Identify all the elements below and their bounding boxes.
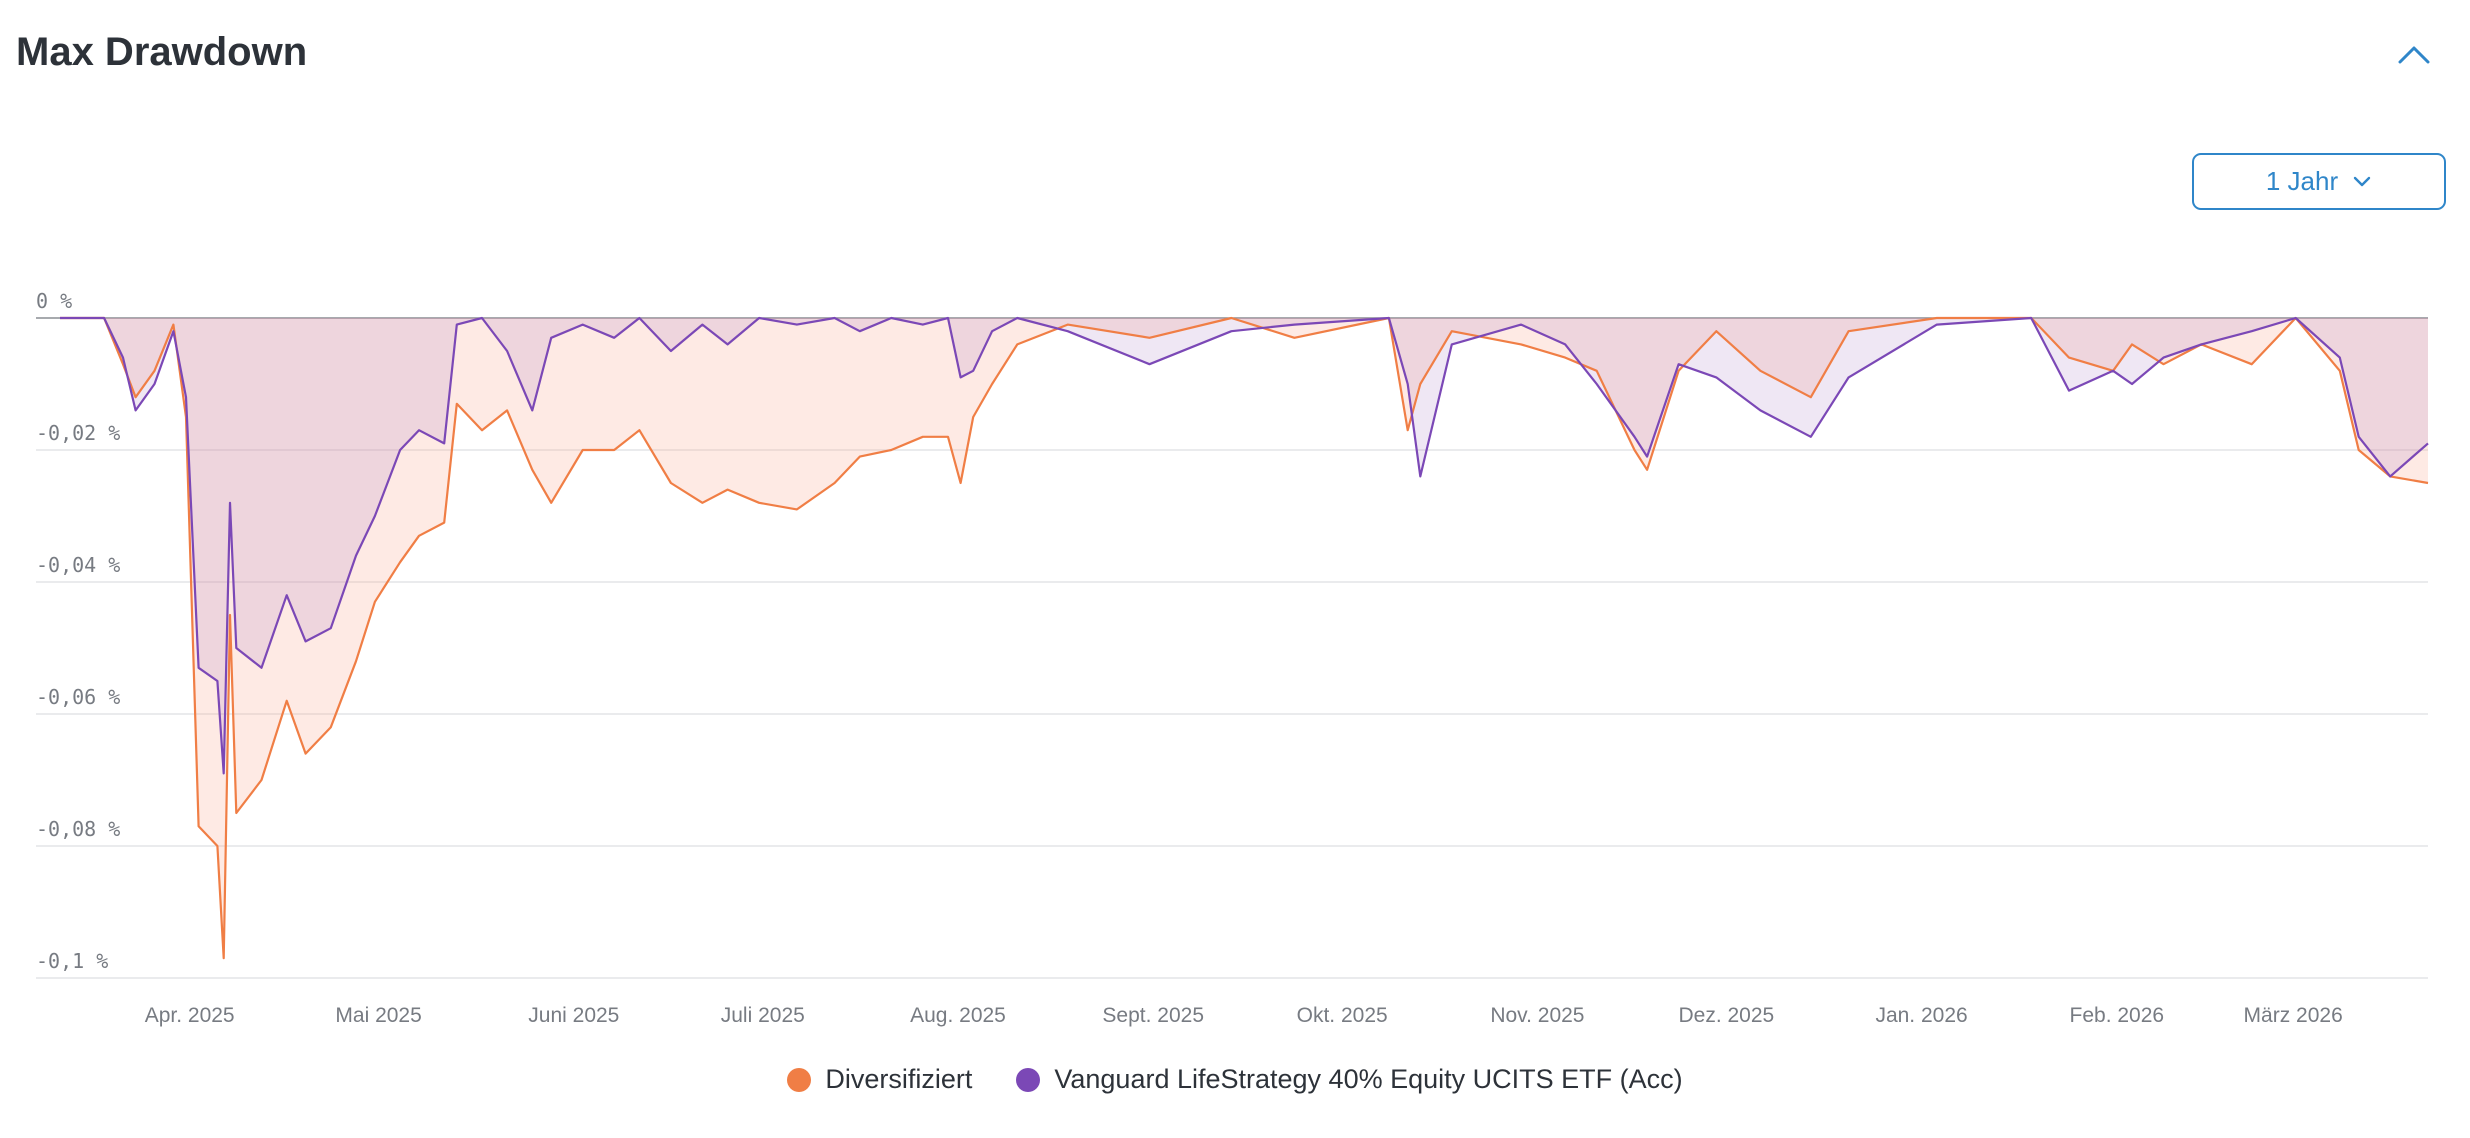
series-line-diversifiziert: [60, 316, 2429, 960]
y-tick-label: -0,1 %: [36, 949, 108, 973]
y-tick-label: -0,08 %: [36, 817, 120, 841]
legend-dot-vanguard: [1016, 1067, 1041, 1092]
chevron-up-icon[interactable]: [2394, 38, 2434, 74]
time-range-dropdown[interactable]: 1 Jahr: [2192, 153, 2446, 210]
y-tick-label: -0,02 %: [36, 421, 120, 445]
legend-label-vanguard: Vanguard LifeStrategy 40% Equity UCITS E…: [1054, 1064, 1683, 1094]
y-tick-label: 0 %: [36, 289, 72, 313]
x-tick-label: März 2026: [2244, 1004, 2343, 1027]
x-tick-label: Jan. 2026: [1875, 1004, 1967, 1027]
area-layer: [60, 318, 2428, 959]
y-axis-ticks: 0 % -0,02 % -0,04 % -0,06 % -0,08 % -0,1 %: [36, 289, 120, 973]
x-tick-label: Dez. 2025: [1678, 1004, 1774, 1027]
x-tick-label: Nov. 2025: [1490, 1004, 1584, 1027]
y-tick-label: -0,04 %: [36, 553, 120, 577]
chart-legend: Diversifiziert Vanguard LifeStrategy 40%…: [0, 1064, 2470, 1095]
x-tick-label: Okt. 2025: [1297, 1004, 1388, 1027]
area-vanguard: [60, 318, 2428, 774]
series-line-vanguard: [60, 316, 2429, 775]
x-tick-label: Juni 2025: [528, 1004, 619, 1027]
x-tick-label: Juli 2025: [721, 1004, 805, 1027]
legend-label-diversifiziert: Diversifiziert: [825, 1064, 973, 1094]
line-layer: [60, 316, 2429, 960]
drawdown-chart: 0 % -0,02 % -0,04 % -0,06 % -0,08 % -0,1 % Ap…: [36, 289, 2429, 1027]
x-tick-label: Feb. 2026: [2070, 1004, 2165, 1027]
x-axis-ticks: Apr. 2025 Mai 2025 Juni 2025 Juli 2025 Aug. …: [145, 1004, 2343, 1027]
y-tick-label: -0,06 %: [36, 685, 120, 709]
legend-item-vanguard[interactable]: Vanguard LifeStrategy 40% Equity UCITS E…: [1016, 1064, 1683, 1095]
collapse-toggle[interactable]: [2394, 38, 2434, 74]
chevron-down-icon: [2353, 176, 2371, 186]
legend-dot-diversifiziert: [787, 1067, 812, 1092]
legend-item-diversifiziert[interactable]: Diversifiziert: [787, 1064, 972, 1095]
x-tick-label: Mai 2025: [335, 1004, 421, 1027]
x-tick-label: Sept. 2025: [1102, 1004, 1204, 1027]
time-range-label: 1 Jahr: [2265, 166, 2339, 196]
x-tick-label: Aug. 2025: [910, 1004, 1006, 1027]
x-tick-label: Apr. 2025: [145, 1004, 235, 1027]
page-title: Max Drawdown: [16, 30, 308, 74]
area-diversifiziert: [60, 318, 2428, 959]
